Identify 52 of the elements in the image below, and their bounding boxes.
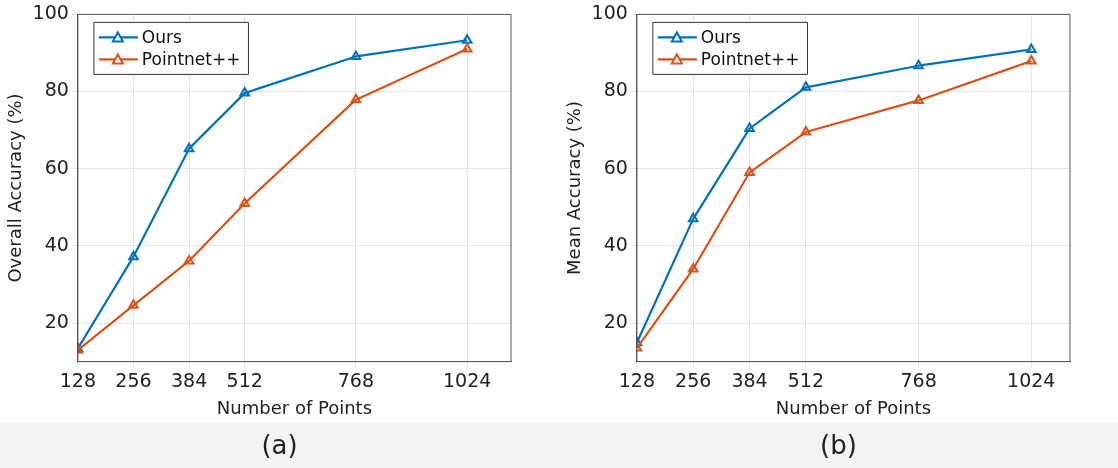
point xyxy=(350,93,362,104)
point xyxy=(744,122,755,133)
x-axis-title: Number of Points xyxy=(775,396,932,418)
y-tick-label: 20 xyxy=(44,309,69,332)
legend-label: Ours xyxy=(141,26,183,47)
point xyxy=(461,43,473,53)
x-tick-label: 128 xyxy=(618,368,655,391)
point xyxy=(913,59,924,70)
x-tick-label: 512 xyxy=(226,368,263,391)
legend-label: Ours xyxy=(700,26,742,47)
point xyxy=(913,94,924,104)
point xyxy=(800,126,812,136)
x-tick-label: 768 xyxy=(900,368,937,391)
point xyxy=(800,81,812,91)
y-tick-label: 80 xyxy=(44,78,69,101)
y-tick-label: 100 xyxy=(591,1,628,24)
point xyxy=(239,87,251,97)
text: (a) xyxy=(0,422,559,468)
x-tick-label: 1024 xyxy=(1007,368,1056,391)
x-tick-label: 384 xyxy=(731,368,768,391)
point xyxy=(128,299,139,309)
y-tick-label: 40 xyxy=(44,232,69,255)
point xyxy=(744,166,755,177)
x-tick-label: 128 xyxy=(59,368,96,391)
point xyxy=(183,142,195,153)
point xyxy=(687,212,699,223)
y-tick-label: 20 xyxy=(603,309,628,332)
legend-label: Pointnet++ xyxy=(700,48,800,69)
x-tick-label: 512 xyxy=(787,368,825,391)
x-tick-label: 256 xyxy=(115,368,152,391)
point xyxy=(461,34,473,44)
y-axis-title: Overall Accuracy (%) xyxy=(4,93,26,283)
text: (b) xyxy=(559,422,1118,468)
point xyxy=(1025,55,1037,65)
y-tick-label: 80 xyxy=(603,78,628,101)
point xyxy=(128,250,139,261)
x-tick-label: 768 xyxy=(337,368,375,391)
point xyxy=(1025,43,1037,54)
y-tick-label: 100 xyxy=(32,1,69,24)
point xyxy=(239,197,251,207)
legend-label: Pointnet++ xyxy=(141,48,241,69)
x-axis-title: Number of Points xyxy=(216,396,373,418)
x-tick-label: 256 xyxy=(675,368,712,391)
point xyxy=(350,50,362,60)
x-tick-label: 384 xyxy=(170,368,208,391)
y-tick-label: 60 xyxy=(44,155,69,178)
x-tick-label: 1024 xyxy=(442,368,492,391)
point xyxy=(183,254,195,265)
point xyxy=(687,263,699,273)
y-tick-label: 40 xyxy=(603,232,628,255)
y-axis-title: Mean Accuracy (%) xyxy=(563,101,585,275)
y-tick-label: 60 xyxy=(603,155,628,178)
